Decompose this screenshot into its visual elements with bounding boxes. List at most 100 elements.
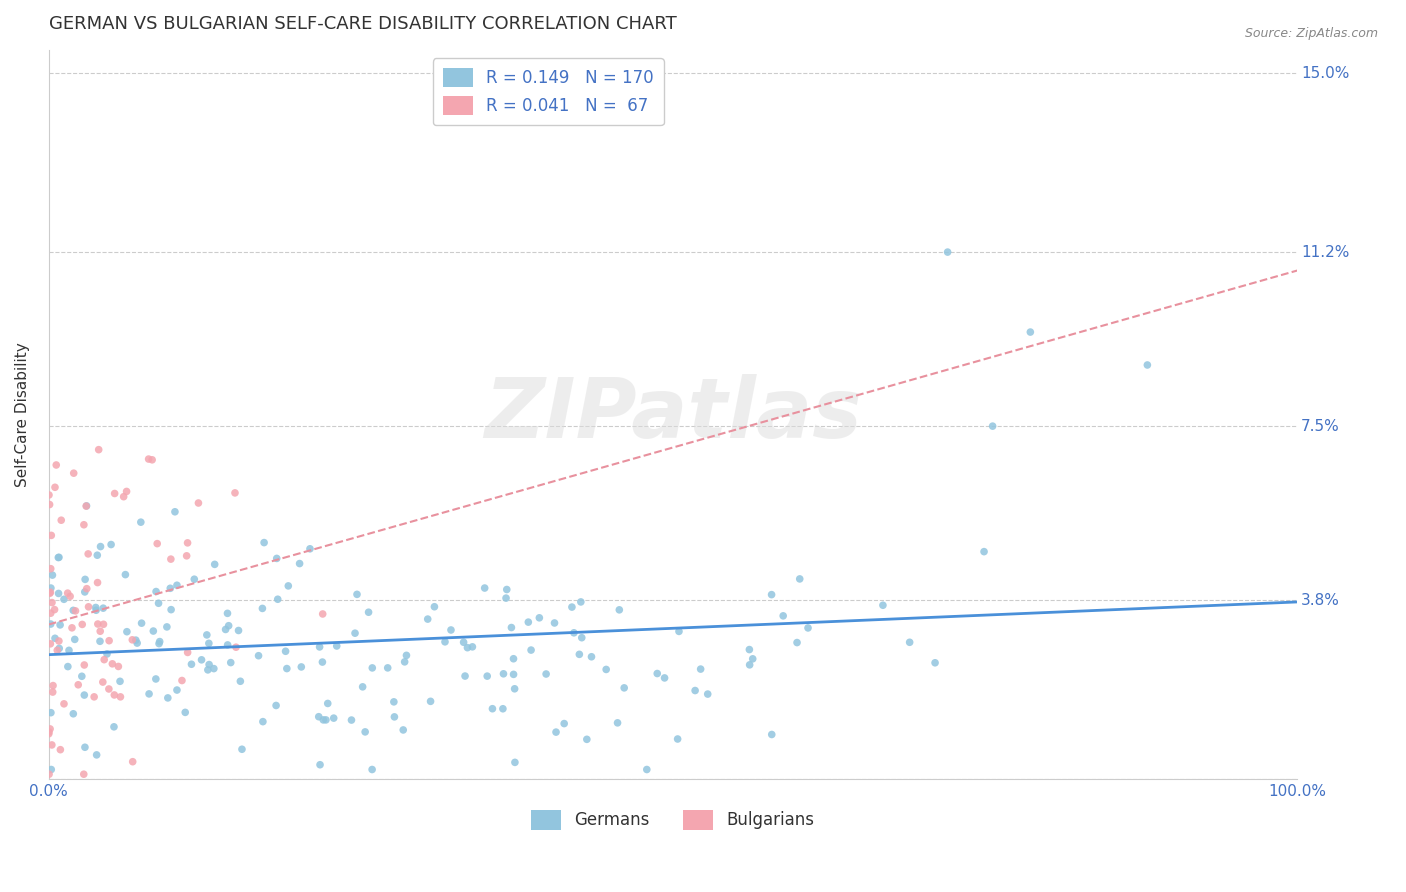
Point xyxy=(48,634,70,648)
Point xyxy=(62,706,84,721)
Point xyxy=(48,641,70,656)
Point xyxy=(93,617,115,632)
Point xyxy=(86,747,108,762)
Point xyxy=(501,621,523,635)
Point xyxy=(48,586,70,600)
Point xyxy=(352,680,374,694)
Point xyxy=(316,697,339,711)
Point xyxy=(361,763,384,777)
Point xyxy=(503,681,526,696)
Point xyxy=(202,662,225,676)
Point xyxy=(544,725,567,739)
Point xyxy=(689,662,711,676)
Point xyxy=(148,637,170,651)
Point xyxy=(440,623,463,637)
Point xyxy=(101,657,124,671)
Point xyxy=(344,626,367,640)
Point xyxy=(423,599,446,614)
Point xyxy=(141,452,163,467)
Point xyxy=(163,505,186,519)
Point xyxy=(77,547,100,561)
Point xyxy=(39,637,62,651)
Point xyxy=(73,658,96,673)
Point xyxy=(229,674,252,689)
Point xyxy=(107,659,129,673)
Point xyxy=(253,535,276,549)
Point xyxy=(39,528,62,542)
Point xyxy=(492,702,515,716)
Point xyxy=(38,725,60,739)
Point xyxy=(89,540,111,554)
Point xyxy=(416,612,439,626)
Point xyxy=(217,638,239,652)
Point xyxy=(495,591,517,606)
Point xyxy=(159,582,181,596)
Point xyxy=(312,713,335,727)
Point xyxy=(42,679,65,693)
Point xyxy=(91,601,114,615)
Point xyxy=(97,681,120,696)
Point xyxy=(288,557,311,571)
Point xyxy=(1136,358,1159,372)
Point xyxy=(361,661,384,675)
Point xyxy=(65,604,87,618)
Y-axis label: Self-Care Disability: Self-Care Disability xyxy=(15,342,30,487)
Point xyxy=(683,683,706,698)
Point xyxy=(761,727,783,741)
Point xyxy=(308,709,330,723)
Point xyxy=(174,706,197,720)
Point xyxy=(575,732,598,747)
Point xyxy=(195,628,218,642)
Point xyxy=(156,620,179,634)
Point xyxy=(86,548,108,562)
Point xyxy=(60,621,83,635)
Point xyxy=(148,596,170,610)
Point xyxy=(761,588,783,602)
Point xyxy=(59,590,82,604)
Point xyxy=(114,567,136,582)
Point xyxy=(38,586,60,600)
Point xyxy=(138,687,160,701)
Point xyxy=(125,633,148,648)
Point xyxy=(738,642,761,657)
Point xyxy=(67,678,90,692)
Point xyxy=(872,599,894,613)
Point xyxy=(89,634,111,648)
Point xyxy=(198,636,221,650)
Point xyxy=(225,640,247,655)
Point xyxy=(156,690,179,705)
Point xyxy=(87,442,110,457)
Point xyxy=(326,639,349,653)
Point xyxy=(176,549,198,563)
Text: 15.0%: 15.0% xyxy=(1301,66,1350,81)
Point xyxy=(45,458,67,472)
Point xyxy=(340,713,363,727)
Point xyxy=(190,653,212,667)
Point xyxy=(607,603,630,617)
Point xyxy=(98,633,121,648)
Text: 11.2%: 11.2% xyxy=(1301,244,1350,260)
Legend: Germans, Bulgarians: Germans, Bulgarians xyxy=(524,804,821,836)
Point xyxy=(668,624,690,639)
Point xyxy=(377,661,399,675)
Point xyxy=(44,602,66,616)
Point xyxy=(613,681,636,695)
Point xyxy=(936,245,959,260)
Point xyxy=(561,600,583,615)
Point xyxy=(110,690,132,704)
Point xyxy=(517,615,540,629)
Point xyxy=(127,636,149,650)
Point xyxy=(56,586,79,600)
Point xyxy=(149,634,172,648)
Point xyxy=(453,635,475,649)
Point xyxy=(204,558,226,572)
Point xyxy=(312,607,335,621)
Point xyxy=(39,585,62,599)
Point xyxy=(49,618,72,632)
Point xyxy=(219,656,242,670)
Point xyxy=(311,655,333,669)
Point xyxy=(160,552,183,566)
Point xyxy=(145,584,167,599)
Point xyxy=(142,624,165,638)
Point xyxy=(606,715,628,730)
